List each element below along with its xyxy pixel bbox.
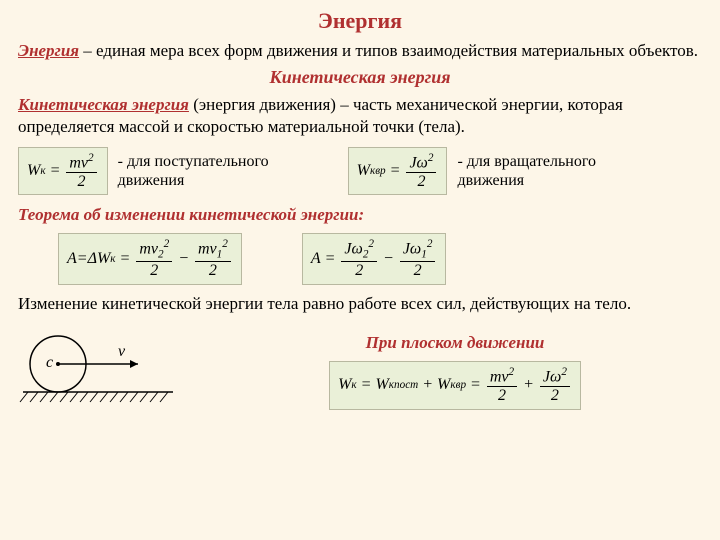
theorem-label: Теорема об изменении кинетической энерги… bbox=[18, 205, 702, 225]
planar-motion-title: При плоском движении bbox=[208, 333, 702, 353]
caption-rotational: - для вращательного движения bbox=[457, 152, 637, 190]
kinetic-heading: Кинетическая энергия bbox=[18, 67, 702, 88]
eq-rotational-work: A = Jω22 2 − Jω12 2 bbox=[302, 233, 447, 284]
formula-row-1: Wк = mv2 2 - для поступательного движени… bbox=[18, 147, 702, 196]
velocity-label: v⃗ bbox=[118, 343, 138, 360]
term-kinetic: Кинетическая энергия bbox=[18, 95, 189, 114]
energy-def-text: – единая мера всех форм движения и типов… bbox=[79, 41, 698, 60]
rolling-diagram: c v⃗ bbox=[18, 324, 178, 419]
energy-definition: Энергия – единая мера всех форм движения… bbox=[18, 40, 702, 61]
page-title: Энергия bbox=[18, 8, 702, 34]
center-label: c bbox=[46, 354, 53, 371]
kinetic-definition: Кинетическая энергия (энергия движения) … bbox=[18, 94, 702, 137]
formula-rotational: Wквр = Jω2 2 bbox=[348, 147, 448, 196]
formula-planar: Wк = Wкпост + Wквр = mv2 2 + Jω2 2 bbox=[329, 361, 581, 410]
formula-translational: Wк = mv2 2 bbox=[18, 147, 108, 196]
caption-translational: - для поступательного движения bbox=[118, 152, 298, 190]
theorem-equations: A = ΔWк = mv22 2 − mv12 2 A = Jω22 2 − J… bbox=[58, 233, 702, 284]
eq-translational-work: A = ΔWк = mv22 2 − mv12 2 bbox=[58, 233, 242, 284]
term-energy: Энергия bbox=[18, 41, 79, 60]
theorem-statement: Изменение кинетической энергии тела равн… bbox=[18, 293, 702, 314]
